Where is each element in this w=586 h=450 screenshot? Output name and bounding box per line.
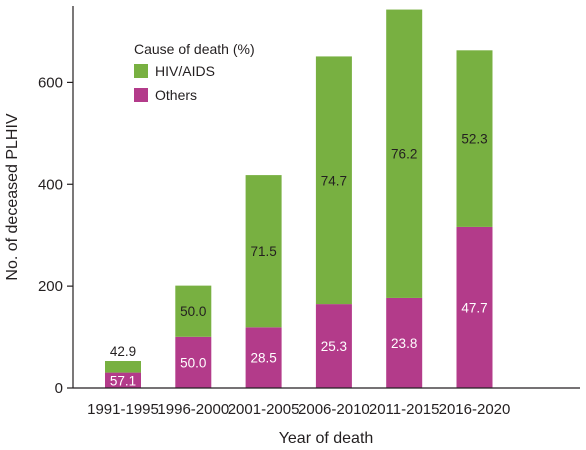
x-tick-label: 2016-2020 [439,401,511,418]
y-tick-label: 200 [38,278,63,295]
x-tick-label: 1991-1995 [87,401,159,418]
y-axis-title: No. of deceased PLHIV [4,113,21,281]
legend: Cause of death (%) HIV/AIDS Others [134,41,255,103]
data-label-others: 28.5 [250,351,276,366]
x-tick-label: 2011-2015 [369,401,440,418]
bar-segment-hiv-aids [105,361,141,373]
bar-segment-hiv-aids [175,285,212,337]
data-label-others: 47.7 [461,300,487,315]
data-label-hiv-aids: 52.3 [461,132,487,147]
data-label-hiv-aids: 71.5 [250,244,276,259]
x-tick-label: 1996-2000 [157,401,229,418]
data-label-others: 23.8 [391,336,417,351]
legend-swatch-others [134,88,148,102]
y-tick-label: 600 [38,74,63,91]
data-label-others: 50.0 [180,355,206,370]
bar-segment-hiv-aids [315,56,352,305]
x-tick-label: 2006-2010 [298,401,370,418]
legend-title: Cause of death (%) [134,41,255,57]
bar-segment-others [105,372,141,388]
data-label-hiv-aids: 50.0 [180,304,206,319]
x-tick-label: 2001-2005 [228,401,300,418]
bar-segment-hiv-aids [245,175,282,328]
x-axis-title: Year of death [279,430,374,447]
data-label-hiv-aids: 42.9 [110,344,136,359]
bar-segment-hiv-aids [386,9,423,298]
bar-segment-others [175,336,212,388]
bar-segment-others [245,327,282,388]
bar-segment-others [456,226,493,388]
y-tick-label: 400 [38,176,63,193]
bars: 57.1 42.9 50.0 50.0 28.5 71.5 25.3 74.7 23.8 76.2… [105,9,493,388]
legend-label-hiv-aids: HIV/AIDS [155,63,215,79]
legend-swatch-hiv-aids [134,64,148,78]
y-axis-ticks: 0 200 400 600 [38,74,73,397]
data-label-hiv-aids: 76.2 [391,147,417,162]
y-tick-label: 0 [55,380,63,397]
data-label-others: 57.1 [110,373,136,388]
legend-label-others: Others [155,87,197,103]
data-label-hiv-aids: 74.7 [321,173,347,188]
bar-segment-hiv-aids [456,50,493,227]
bar-segment-others [315,304,352,388]
data-label-others: 25.3 [321,339,347,354]
bar-segment-others [386,297,423,388]
